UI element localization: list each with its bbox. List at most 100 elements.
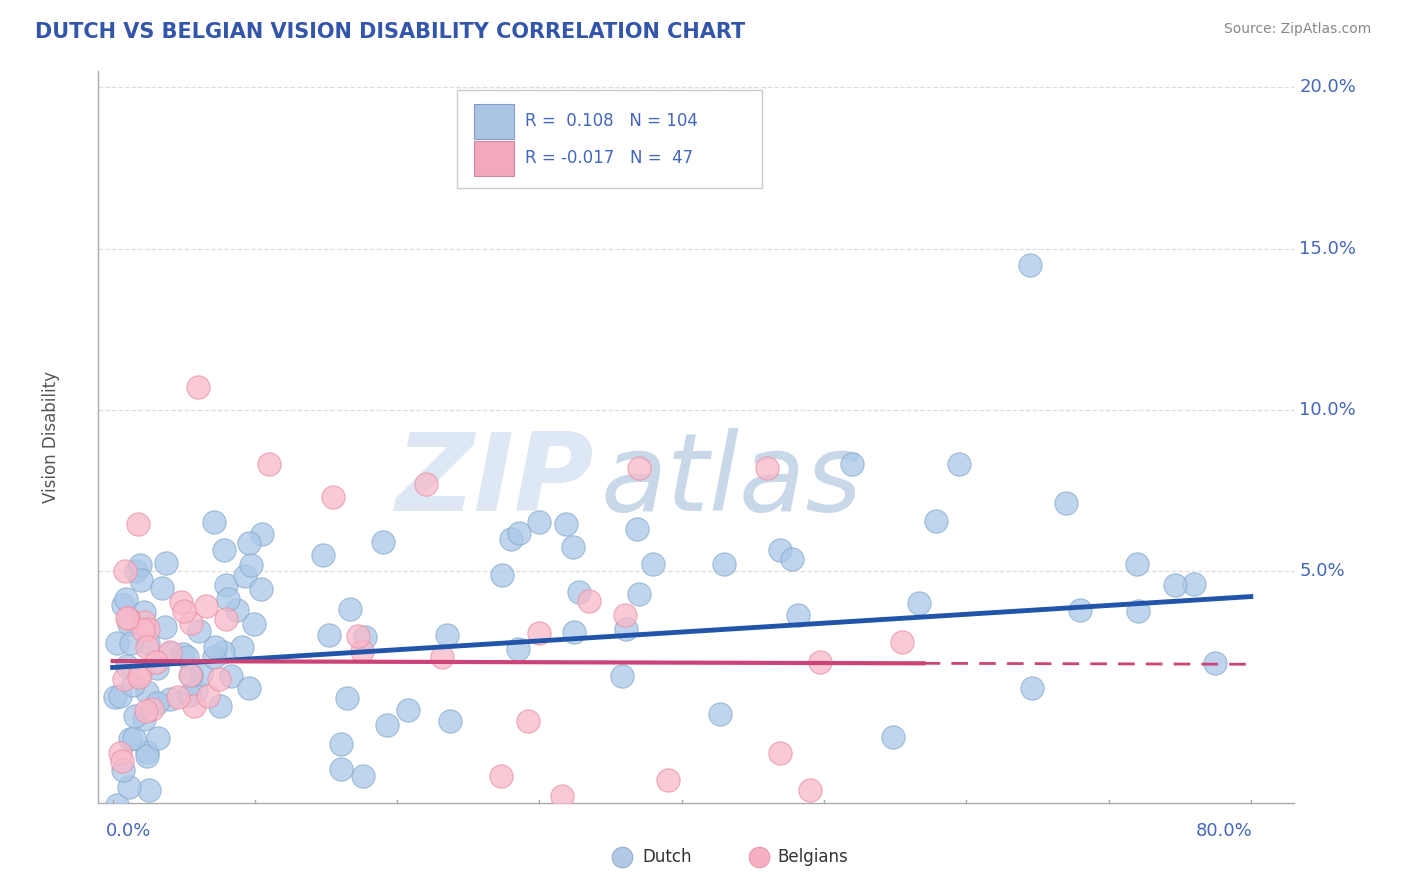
Point (166, 690, 188, 704)
Point (132, 712, 155, 726)
Point (187, 380, 209, 394)
Point (176, 649, 198, 664)
Point (105, 636, 128, 650)
Point (120, 732, 142, 747)
Point (136, 748, 159, 763)
Point (138, 622, 160, 636)
Point (179, 689, 201, 703)
Point (436, 627, 458, 641)
Point (554, 517, 576, 532)
Point (159, 692, 181, 706)
Point (114, 564, 136, 578)
Point (128, 670, 150, 684)
Text: Dutch: Dutch (643, 848, 692, 866)
Point (118, 617, 141, 632)
Point (250, 527, 273, 541)
Point (614, 622, 637, 636)
Point (568, 585, 591, 599)
Point (212, 543, 235, 558)
Point (155, 620, 177, 634)
Point (136, 640, 159, 654)
Text: R = -0.017   N =  47: R = -0.017 N = 47 (524, 149, 693, 168)
Point (529, 516, 551, 530)
Point (626, 523, 648, 537)
Point (169, 595, 191, 609)
Point (786, 608, 808, 623)
Point (506, 641, 529, 656)
Point (217, 591, 239, 606)
Point (208, 698, 231, 713)
Point (128, 558, 150, 573)
Point (215, 611, 238, 625)
Point (105, 798, 128, 813)
Text: 0.0%: 0.0% (105, 822, 150, 840)
FancyBboxPatch shape (474, 104, 515, 139)
Point (808, 655, 831, 669)
Point (375, 717, 398, 731)
Point (1163, 578, 1185, 592)
Point (146, 731, 169, 745)
Point (202, 515, 225, 529)
FancyBboxPatch shape (457, 90, 762, 188)
Point (769, 746, 792, 760)
Point (211, 645, 233, 659)
Point (491, 568, 513, 582)
Point (183, 699, 205, 714)
Point (180, 667, 202, 681)
Point (322, 490, 344, 504)
Point (799, 783, 821, 797)
Point (330, 762, 353, 776)
Point (150, 582, 173, 596)
Point (782, 552, 804, 566)
Point (146, 696, 169, 710)
Point (111, 754, 134, 768)
Point (239, 558, 262, 572)
Point (249, 582, 271, 596)
Point (550, 789, 572, 803)
Point (243, 617, 266, 632)
Point (499, 532, 522, 546)
Point (312, 549, 335, 563)
Point (112, 763, 135, 777)
Point (172, 647, 194, 661)
Point (527, 626, 550, 640)
Point (628, 460, 651, 475)
Point (115, 659, 138, 673)
Point (562, 624, 585, 639)
Point (925, 515, 948, 529)
Point (398, 702, 420, 716)
Point (1054, 496, 1077, 510)
Point (1182, 576, 1205, 591)
Point (173, 604, 195, 618)
Point (186, 683, 208, 698)
Point (1069, 603, 1091, 617)
Point (146, 661, 169, 675)
Point (491, 769, 513, 783)
Point (117, 611, 139, 625)
Point (1126, 605, 1149, 619)
Point (219, 669, 242, 683)
Point (329, 737, 352, 751)
Point (159, 646, 181, 660)
Point (132, 605, 155, 619)
Point (138, 783, 160, 797)
Point (131, 624, 153, 638)
Point (138, 636, 160, 650)
Point (195, 599, 218, 614)
Point (202, 649, 225, 664)
Point (238, 681, 260, 695)
Point (578, 593, 600, 607)
Point (373, 534, 395, 549)
Point (562, 540, 585, 554)
Point (1019, 258, 1042, 272)
Point (516, 714, 538, 728)
Point (215, 578, 238, 592)
Text: 10.0%: 10.0% (1299, 401, 1357, 418)
Point (226, 603, 249, 617)
Text: Source: ZipAtlas.com: Source: ZipAtlas.com (1223, 22, 1371, 37)
Text: Vision Disability: Vision Disability (42, 371, 59, 503)
Point (155, 556, 177, 570)
Point (238, 536, 260, 550)
Point (643, 558, 665, 572)
FancyBboxPatch shape (474, 141, 515, 176)
